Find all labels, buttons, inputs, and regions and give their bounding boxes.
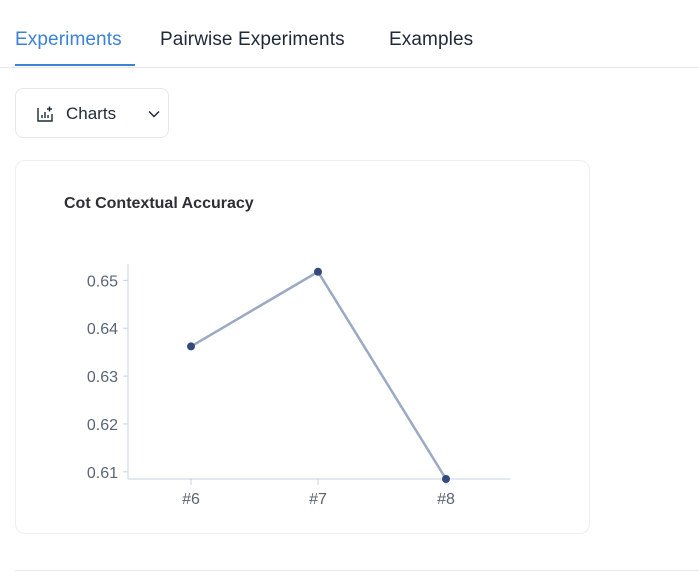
tab-examples[interactable]: Examples xyxy=(389,29,474,50)
experiment-tabs: Experiments Pairwise Experiments Example… xyxy=(0,0,699,68)
y-tick-label: 0.63 xyxy=(87,369,118,386)
x-tick-label: #6 xyxy=(182,491,200,508)
active-tab-indicator xyxy=(15,64,135,66)
y-tick-label: 0.65 xyxy=(87,273,118,290)
data-point[interactable] xyxy=(442,475,450,483)
bar-chart-add-icon xyxy=(37,106,53,122)
data-point[interactable] xyxy=(314,267,322,276)
section-divider xyxy=(15,570,699,571)
chart-card xyxy=(15,160,590,534)
tab-pairwise-experiments[interactable]: Pairwise Experiments xyxy=(160,29,345,50)
chart-title: Cot Contextual Accuracy xyxy=(64,195,254,212)
y-tick-label: 0.61 xyxy=(87,465,118,482)
y-tick-label: 0.64 xyxy=(87,321,118,338)
series-line xyxy=(190,270,448,480)
y-tick-label: 0.62 xyxy=(87,417,118,434)
charts-dropdown-button[interactable]: Charts xyxy=(15,88,169,138)
charts-button-label: Charts xyxy=(66,104,117,123)
x-tick-label: #7 xyxy=(309,491,327,508)
x-tick-label: #8 xyxy=(437,491,455,508)
tab-experiments[interactable]: Experiments xyxy=(15,29,122,50)
chevron-down-icon xyxy=(148,110,160,118)
data-point[interactable] xyxy=(187,342,195,351)
